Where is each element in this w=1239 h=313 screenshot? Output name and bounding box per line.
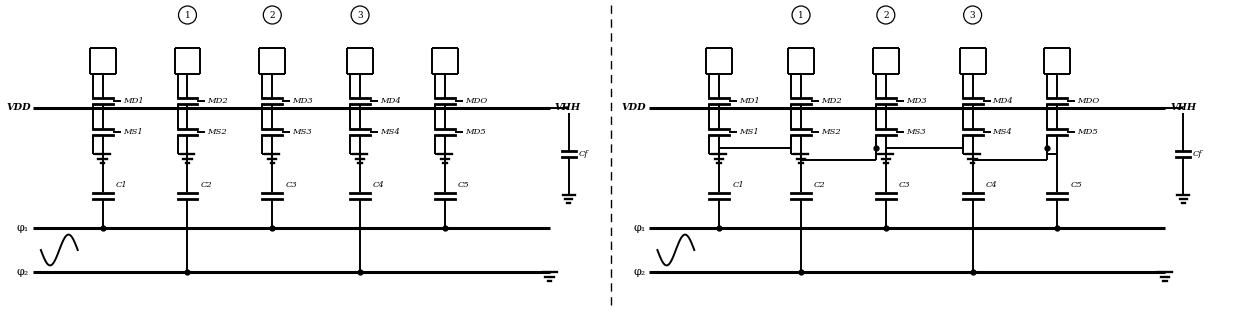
Text: 3: 3: [970, 11, 975, 19]
Text: 3: 3: [357, 11, 363, 19]
Text: φ₁: φ₁: [633, 223, 646, 233]
Text: C3: C3: [898, 181, 911, 189]
Text: φ₂: φ₂: [16, 267, 28, 277]
Text: MS4: MS4: [380, 128, 400, 136]
Text: 1: 1: [798, 11, 804, 19]
Text: C3: C3: [285, 181, 297, 189]
Text: C4: C4: [985, 181, 997, 189]
Text: VDD: VDD: [6, 104, 31, 112]
Text: MS3: MS3: [292, 128, 312, 136]
Text: MD5: MD5: [465, 128, 486, 136]
Text: MD5: MD5: [1078, 128, 1098, 136]
Text: MS4: MS4: [992, 128, 1012, 136]
Text: MD3: MD3: [906, 97, 927, 105]
Text: Cf: Cf: [1193, 150, 1203, 158]
Text: VHH: VHH: [555, 104, 581, 112]
Text: MS3: MS3: [906, 128, 926, 136]
Text: MD1: MD1: [740, 97, 760, 105]
Text: MS2: MS2: [821, 128, 841, 136]
Text: C5: C5: [458, 181, 470, 189]
Text: C2: C2: [201, 181, 212, 189]
Text: MD2: MD2: [821, 97, 841, 105]
Text: C2: C2: [814, 181, 825, 189]
Text: φ₁: φ₁: [16, 223, 28, 233]
Text: 2: 2: [883, 11, 888, 19]
Text: MS2: MS2: [207, 128, 227, 136]
Text: φ₂: φ₂: [633, 267, 646, 277]
Text: C1: C1: [115, 181, 128, 189]
Text: C4: C4: [373, 181, 385, 189]
Text: MD3: MD3: [292, 97, 313, 105]
Text: C1: C1: [732, 181, 743, 189]
Text: MDO: MDO: [465, 97, 487, 105]
Text: VDD: VDD: [622, 104, 647, 112]
Text: MD1: MD1: [123, 97, 144, 105]
Text: 2: 2: [269, 11, 275, 19]
Text: MDO: MDO: [1078, 97, 1100, 105]
Text: MD4: MD4: [380, 97, 400, 105]
Text: MD4: MD4: [992, 97, 1014, 105]
Text: C5: C5: [1070, 181, 1082, 189]
Text: VHH: VHH: [1170, 104, 1197, 112]
Text: MD2: MD2: [207, 97, 228, 105]
Text: 1: 1: [185, 11, 191, 19]
Text: MS1: MS1: [740, 128, 760, 136]
Text: Cf: Cf: [579, 150, 589, 158]
Text: MS1: MS1: [123, 128, 142, 136]
